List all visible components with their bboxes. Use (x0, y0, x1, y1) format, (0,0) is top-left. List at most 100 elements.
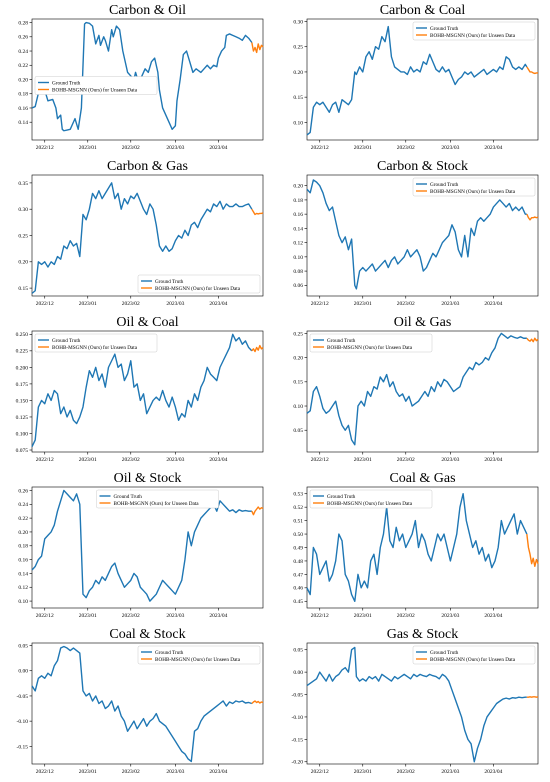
legend-label: Ground Truth (52, 338, 81, 344)
y-tick-label: 0.10 (293, 404, 303, 410)
legend-label: Ground Truth (155, 279, 184, 285)
legend-box (34, 333, 158, 353)
x-tick-label: 2023/02 (397, 457, 415, 463)
line-chart: Coal & Stock -0.15 -0.10 -0.05 0.00 0.05 2022/… (17, 627, 264, 775)
x-tick-label: 2023/03 (166, 769, 184, 775)
chart-panel: Carbon & Gas 0.15 0.20 0.25 0.30 0.35 2022/12 2… (0, 156, 275, 312)
legend-label: Ground Truth (430, 650, 459, 656)
x-tick-label: 2023/02 (397, 613, 415, 619)
plot-frame (31, 642, 264, 765)
chart-panel: Oil & Gas 0.05 0.10 0.15 0.20 0.25 2022/12 2023… (275, 312, 550, 468)
y-tick-label: -0.20 (292, 760, 304, 766)
x-tick-label: 2023/04 (484, 145, 502, 151)
chart-title: Coal & Stock (109, 627, 185, 642)
y-tick-label: 0.08 (293, 269, 303, 275)
prediction-line (251, 506, 264, 516)
legend-label: Ground Truth (155, 650, 184, 656)
line-chart: Carbon & Stock 0.06 0.08 0.10 0.12 0.14 0.16 0.… (293, 159, 539, 307)
chart-title: Oil & Stock (114, 471, 182, 486)
chart-title: Oil & Coal (116, 315, 178, 330)
x-tick-label: 2023/02 (122, 145, 140, 151)
y-tick-label: 0.18 (293, 198, 303, 204)
legend-label: Ground Truth (430, 182, 459, 188)
y-tick-label: 0.20 (293, 70, 303, 76)
chart-panel: Carbon & Stock 0.06 0.08 0.10 0.12 0.14 0.16 0.… (275, 156, 550, 312)
x-tick-label: 2022/12 (36, 769, 54, 775)
y-tick-label: 0.26 (18, 35, 28, 41)
line-chart: Oil & Gas 0.05 0.10 0.15 0.20 0.25 2022/12 2023… (293, 315, 539, 463)
y-tick-label: 0.05 (18, 643, 28, 649)
x-tick-label: 2023/01 (354, 613, 372, 619)
x-tick-label: 2023/03 (441, 301, 459, 307)
y-tick-label: 0.15 (293, 380, 303, 386)
x-tick-label: 2023/01 (79, 457, 97, 463)
ground-truth-line (31, 182, 253, 294)
y-tick-label: -0.05 (17, 694, 29, 700)
legend-label: BOHB-MSGNN (Ours) for Unseen Data (430, 188, 516, 195)
legend-label: BOHB-MSGNN (Ours) for Unseen Data (114, 500, 200, 507)
y-tick-label: 0.10 (18, 599, 28, 605)
x-tick-label: 2023/04 (209, 613, 227, 619)
x-tick-label: 2022/12 (311, 769, 329, 775)
y-tick-label: 0.00 (293, 670, 303, 676)
y-tick-label: 0.14 (18, 571, 28, 577)
x-tick-label: 2023/01 (354, 301, 372, 307)
x-tick-label: 2023/01 (354, 145, 372, 151)
chart-panel: Gas & Stock -0.20 -0.15 -0.10 -0.05 0.00 0.05 2… (275, 624, 550, 780)
x-tick-label: 2022/12 (311, 613, 329, 619)
prediction-line (251, 42, 264, 54)
x-tick-label: 2023/03 (441, 457, 459, 463)
ground-truth-line (306, 646, 527, 763)
y-tick-label: 0.05 (293, 648, 303, 654)
y-tick-label: 0.075 (16, 448, 29, 454)
legend-label: BOHB-MSGNN (Ours) for Unseen Data (155, 285, 241, 292)
x-tick-label: 2023/04 (484, 457, 502, 463)
x-tick-label: 2023/01 (354, 769, 372, 775)
prediction-line (251, 700, 264, 705)
y-tick-label: 0.05 (293, 428, 303, 434)
chart-title: Gas & Stock (387, 627, 459, 642)
x-tick-label: 2022/12 (311, 301, 329, 307)
x-tick-label: 2023/02 (397, 769, 415, 775)
ground-truth-line (306, 25, 528, 136)
x-tick-label: 2022/12 (36, 301, 54, 307)
y-tick-label: 0.16 (18, 558, 28, 564)
chart-title: Coal & Gas (389, 471, 455, 486)
chart-panel: Oil & Coal 0.075 0.100 0.125 0.150 0.175 0.200… (0, 312, 275, 468)
plot-frame (306, 642, 539, 765)
prediction-line (526, 213, 539, 221)
y-tick-label: 0.16 (293, 212, 303, 218)
y-tick-label: 0.14 (293, 226, 303, 232)
y-tick-label: 0.10 (293, 120, 303, 126)
plot-frame (31, 330, 264, 453)
x-tick-label: 2022/12 (311, 145, 329, 151)
y-tick-label: 0.46 (293, 586, 303, 592)
x-tick-label: 2023/04 (209, 301, 227, 307)
x-tick-label: 2023/02 (122, 769, 140, 775)
y-tick-label: 0.24 (18, 502, 28, 508)
chart-title: Carbon & Gas (107, 159, 188, 174)
chart-title: Carbon & Oil (109, 3, 186, 18)
y-tick-label: 0.22 (18, 516, 28, 522)
y-tick-label: 0.12 (18, 585, 28, 591)
x-tick-label: 2023/04 (484, 301, 502, 307)
y-tick-label: 0.52 (293, 505, 303, 511)
x-tick-label: 2023/04 (209, 457, 227, 463)
y-tick-label: 0.15 (18, 286, 28, 292)
legend-box (137, 274, 261, 294)
y-tick-label: 0.20 (18, 260, 28, 266)
chart-title: Carbon & Stock (377, 159, 468, 174)
plot-frame (306, 18, 539, 141)
y-tick-label: 0.26 (18, 488, 28, 494)
x-tick-label: 2023/02 (397, 301, 415, 307)
x-tick-label: 2023/02 (122, 301, 140, 307)
ground-truth-line (31, 333, 253, 448)
y-tick-label: -0.10 (17, 719, 29, 725)
prediction-line (526, 66, 538, 75)
chart-panel: Carbon & Oil 0.14 0.16 0.18 0.20 0.22 0.24 0.26… (0, 0, 275, 156)
prediction-line (526, 533, 539, 568)
line-chart: Carbon & Gas 0.15 0.20 0.25 0.30 0.35 2022/12 2… (18, 159, 264, 307)
x-tick-label: 2023/02 (397, 145, 415, 151)
x-tick-label: 2023/03 (166, 457, 184, 463)
legend-label: BOHB-MSGNN (Ours) for Unseen Data (327, 344, 413, 351)
